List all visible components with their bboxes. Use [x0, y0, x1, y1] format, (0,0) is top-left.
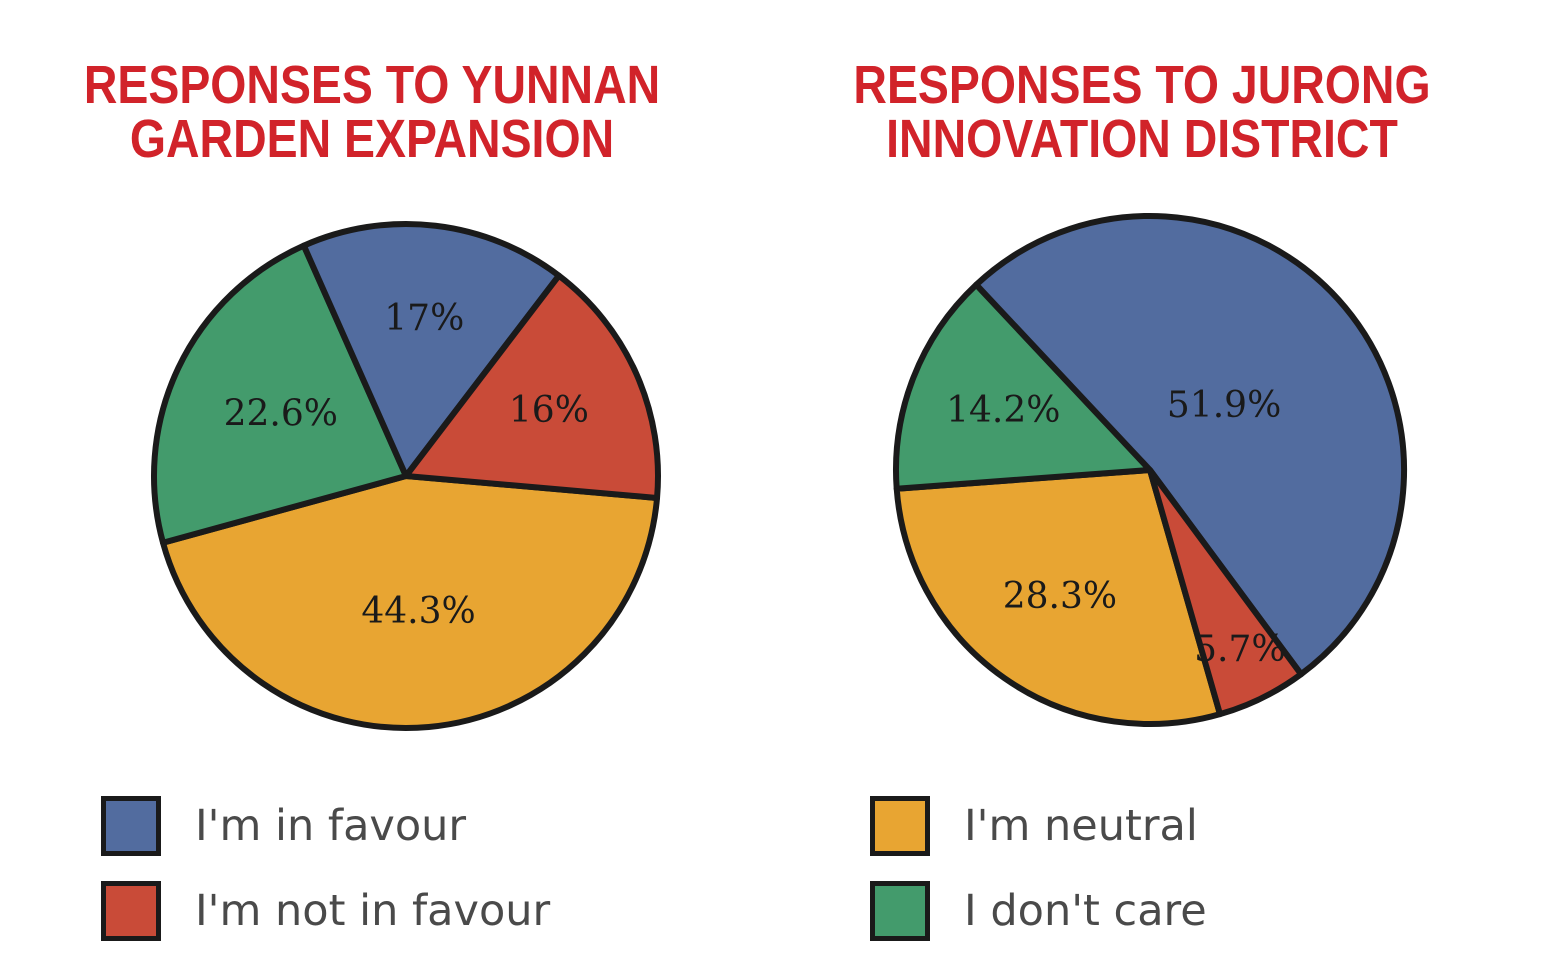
pie-data-label: 5.7%	[1194, 629, 1285, 670]
chart-title-yunnan: RESPONSES TO YUNNAN GARDEN EXPANSION	[71, 58, 673, 166]
pie-data-label: 44.3%	[361, 591, 475, 632]
pie-slice-i-m-not-in-favour	[403, 272, 661, 501]
pie-chart-yunnan: 44.3% 22.6% 17% 16%	[151, 221, 661, 731]
title-line: RESPONSES TO JURONG	[853, 55, 1431, 115]
legend-label: I'm in favour	[195, 801, 467, 851]
legend-item-in-favour: I'm in favour	[101, 796, 466, 856]
pie-slice-i-m-neutral	[893, 467, 1224, 727]
pie-slice-i-m-in-favour	[300, 221, 562, 479]
pie-data-label: 28.3%	[1003, 576, 1117, 617]
title-line: INNOVATION DISTRICT	[886, 109, 1398, 169]
legend-swatch	[870, 881, 930, 941]
legend-label: I'm neutral	[964, 801, 1198, 851]
pie-slice-i-m-not-in-favour	[1147, 467, 1305, 718]
pie-data-label: 17%	[384, 298, 464, 339]
pie-slice-i-don-t-care	[151, 242, 409, 546]
title-line: RESPONSES TO YUNNAN	[83, 55, 661, 115]
pie-slice-i-don-t-care	[893, 281, 1153, 492]
legend-item-neutral: I'm neutral	[870, 796, 1198, 856]
pie-data-label: 51.9%	[1167, 385, 1281, 426]
pie-slice-i-m-in-favour	[973, 213, 1408, 678]
legend-item-not-in-favour: I'm not in favour	[101, 881, 550, 941]
legend-item-dont-care: I don't care	[870, 881, 1207, 941]
legend-label: I don't care	[964, 886, 1207, 936]
pie-data-label: 14.2%	[946, 390, 1060, 431]
pie-data-label: 22.6%	[224, 394, 338, 435]
pie-chart-jurong: 28.3% 14.2% 51.9% 5.7%	[893, 213, 1408, 727]
pie-data-label: 16%	[509, 390, 589, 431]
chart-title-jurong: RESPONSES TO JURONG INNOVATION DISTRICT	[841, 58, 1443, 166]
legend-swatch	[101, 881, 161, 941]
legend-swatch	[870, 796, 930, 856]
title-line: GARDEN EXPANSION	[129, 109, 615, 169]
legend-swatch	[101, 796, 161, 856]
pie-slice-i-m-neutral	[160, 473, 661, 731]
legend-label: I'm not in favour	[195, 886, 551, 936]
